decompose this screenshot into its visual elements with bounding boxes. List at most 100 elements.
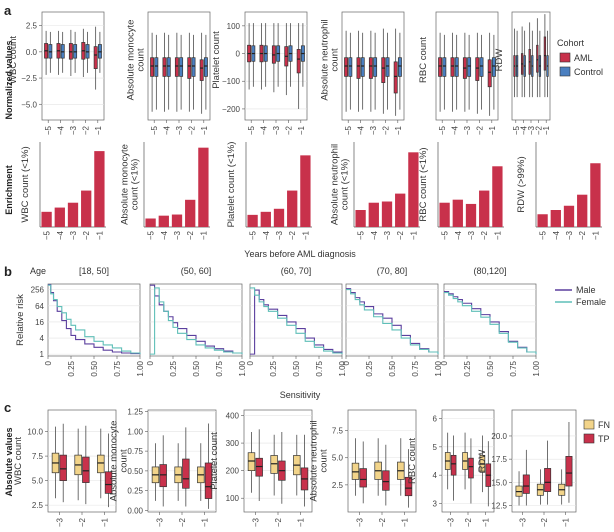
enrich-bar-4-2 xyxy=(465,203,477,227)
enrich-bar-4-0 xyxy=(439,202,450,227)
enrich-ylabel-5: RDW (>99%) xyxy=(516,156,527,212)
norm-box-4-1-1 xyxy=(454,57,459,77)
norm-xtick-label-2-4: −1 xyxy=(297,125,306,135)
enrich-xtick-label-4-1: −4 xyxy=(454,230,463,240)
enrich-xtick-label-1-1: −4 xyxy=(160,230,169,240)
risk-line-2-female xyxy=(250,287,343,355)
age-label: Age xyxy=(30,266,46,276)
legend-female: Female xyxy=(576,297,606,307)
risk-line-3-female xyxy=(346,289,439,355)
norm-xtick-label-4-0: −5 xyxy=(438,125,447,135)
abs-ytick-label-1-2: 0.75 xyxy=(127,447,143,456)
abs-ytick-label-1-5: 0.00 xyxy=(127,506,143,515)
abs-ytick-label-1-3: 0.50 xyxy=(127,467,143,476)
norm-box-1-2-0 xyxy=(174,57,179,77)
norm-ytick-label-0-3: −5.0 xyxy=(21,100,37,109)
abs-ytick-label-5-1: 17.5 xyxy=(491,455,507,464)
enrich-xtick-label-0-2: −3 xyxy=(69,230,78,240)
enrich-bar-2-2 xyxy=(273,208,285,227)
abs-ytick-label-4-0: 6 xyxy=(433,415,438,424)
abs-box-3-2-1 xyxy=(404,476,413,497)
enrich-bar-4-1 xyxy=(452,199,463,227)
enrich-xtick-label-0-0: −5 xyxy=(43,230,52,240)
abs-ytick-label-0-2: 5.0 xyxy=(32,477,44,486)
norm-xtick-label-3-0: −5 xyxy=(344,125,353,135)
abs-ytick-label-1-4: 0.25 xyxy=(127,487,143,496)
abs-box-3-0-1 xyxy=(359,468,367,488)
norm-box-4-0-1 xyxy=(442,57,447,77)
norm-xtick-label-3-3: −2 xyxy=(381,125,390,135)
risk-xtick-label-1-0: 0 xyxy=(146,360,155,365)
norm-xtick-label-5-2: −3 xyxy=(527,125,536,135)
enrich-xtick-label-4-3: −2 xyxy=(480,230,489,240)
relative-risk-ylabel: Relative risk xyxy=(15,294,26,346)
abs-frame-3 xyxy=(347,409,417,513)
legend-aml: AML xyxy=(574,53,593,63)
risk-title-4: (80,120] xyxy=(473,266,506,276)
norm-box-3-4-0 xyxy=(393,61,398,94)
abs-ytick-label-5-2: 15.0 xyxy=(491,478,507,487)
abs-box-2-0-0 xyxy=(247,452,256,471)
enrich-bar-5-1 xyxy=(550,210,561,227)
norm-xtick-label-5-4: −1 xyxy=(542,125,551,135)
enrich-bar-2-3 xyxy=(287,190,298,227)
norm-xtick-label-3-2: −3 xyxy=(369,125,378,135)
enrich-xtick-label-2-2: −3 xyxy=(275,230,284,240)
enrich-xtick-label-0-1: −4 xyxy=(56,230,65,240)
norm-xtick-label-1-0: −5 xyxy=(150,125,159,135)
abs-box-1-2-1 xyxy=(204,462,213,499)
risk-xtick-label-2-2: 0.50 xyxy=(292,360,301,376)
abs-xtick-label-1-0: −3 xyxy=(155,517,164,527)
enrich-bar-1-2 xyxy=(171,214,183,227)
enrich-xtick-label-3-4: −1 xyxy=(409,230,418,240)
norm-xtick-label-4-2: −3 xyxy=(463,125,472,135)
risk-xtick-label-4-1: 0.25 xyxy=(463,360,472,376)
norm-xtick-label-0-0: −5 xyxy=(44,125,53,135)
abs-ytick-label-2-2: 200 xyxy=(226,467,240,476)
legend-fn-tp: FN TP xyxy=(583,419,610,444)
abs-box-1-1-1 xyxy=(182,458,190,489)
legend-swatch-tp xyxy=(583,433,595,444)
legend-male: Male xyxy=(576,285,596,295)
norm-box-3-1-0 xyxy=(356,57,361,79)
legend-sex: Male Female xyxy=(555,285,606,307)
norm-xtick-label-2-1: −4 xyxy=(260,125,269,135)
norm-box-3-2-0 xyxy=(368,57,373,79)
norm-ytick-label-2-2: −100 xyxy=(222,77,241,86)
abs-frame-4 xyxy=(441,409,495,513)
norm-xtick-label-4-4: −1 xyxy=(488,125,497,135)
norm-ylabel-4: RBC count xyxy=(418,37,429,83)
norm-box-1-3-0 xyxy=(187,57,192,79)
enrichment-xlabel: Years before AML diagnosis xyxy=(244,249,356,259)
norm-frame-0 xyxy=(41,11,105,121)
abs-xtick-label-5-2: −1 xyxy=(561,517,570,527)
risk-xtick-label-4-3: 0.75 xyxy=(509,360,518,376)
risk-xtick-label-3-4: 1.00 xyxy=(434,360,443,376)
abs-ytick-label-3-2: 2.5 xyxy=(332,481,344,490)
risk-xtick-label-3-0: 0 xyxy=(342,360,351,365)
norm-xtick-label-0-1: −4 xyxy=(57,125,66,135)
abs-ytick-label-1-1: 1.00 xyxy=(127,427,143,436)
abs-box-4-1-1 xyxy=(468,457,474,479)
enrich-xtick-label-3-2: −3 xyxy=(383,230,392,240)
panel-label-a: a xyxy=(4,3,12,18)
norm-ytick-label-0-0: 2.5 xyxy=(26,22,38,31)
enrich-bar-2-0 xyxy=(247,214,258,227)
enrich-bar-1-0 xyxy=(145,218,156,227)
abs-ytick-label-0-1: 7.5 xyxy=(32,452,44,461)
enrich-bar-0-4 xyxy=(94,151,105,227)
enrich-xtick-label-4-0: −5 xyxy=(441,230,450,240)
abs-xtick-label-3-0: −3 xyxy=(355,517,364,527)
enrich-bar-1-4 xyxy=(198,147,209,227)
box-panels-absolute: 10.0 7.5 5.0 2.5 −3 −2 −1 WBC count 1.25 1.00 0.75… xyxy=(13,408,577,527)
enrich-xtick-label-3-0: −5 xyxy=(357,230,366,240)
abs-xtick-label-0-0: −3 xyxy=(55,517,64,527)
enrich-ylabel-3: Absolute neutrophilcount (<1%) xyxy=(329,144,350,225)
legend-swatch-aml xyxy=(559,52,571,63)
norm-xtick-label-5-0: −5 xyxy=(512,125,521,135)
abs-ylabel-2: Platelet count xyxy=(209,432,220,490)
risk-xtick-label-0-3: 0.75 xyxy=(113,360,122,376)
enrich-bar-3-2 xyxy=(381,201,393,227)
abs-frame-5 xyxy=(511,409,577,513)
